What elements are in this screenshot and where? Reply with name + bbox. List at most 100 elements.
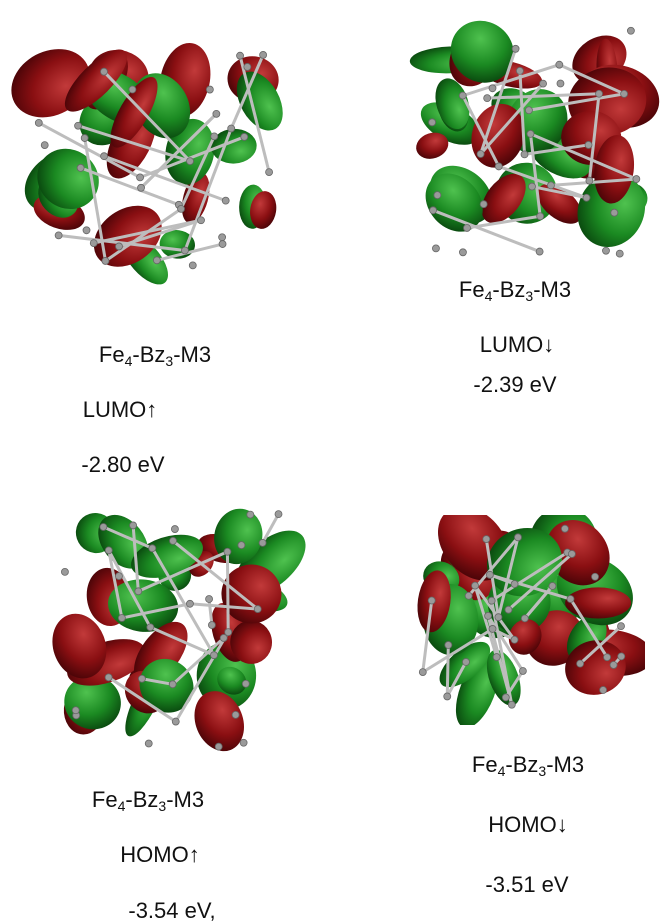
atom bbox=[35, 119, 42, 126]
atom bbox=[616, 250, 623, 257]
atom bbox=[219, 234, 226, 241]
atom bbox=[419, 669, 426, 676]
atom bbox=[241, 133, 248, 140]
atom bbox=[61, 568, 68, 575]
atom bbox=[495, 614, 502, 621]
atom bbox=[512, 45, 519, 52]
atom bbox=[77, 164, 84, 171]
atom bbox=[568, 550, 575, 557]
atom bbox=[238, 542, 245, 549]
energy-label: -3.54 eV, bbox=[128, 898, 215, 923]
atom bbox=[508, 701, 515, 708]
atom bbox=[118, 614, 125, 621]
atom bbox=[275, 511, 282, 518]
atom bbox=[505, 606, 512, 613]
atom bbox=[511, 581, 518, 588]
atom bbox=[75, 122, 82, 129]
orbital-label: HOMO↑ bbox=[120, 842, 199, 868]
atom bbox=[206, 86, 213, 93]
atom bbox=[483, 536, 490, 543]
atom bbox=[100, 523, 107, 530]
atom bbox=[432, 245, 439, 252]
atom bbox=[208, 622, 215, 629]
atom bbox=[600, 687, 607, 694]
atom bbox=[610, 661, 617, 668]
atom bbox=[592, 573, 599, 580]
atom bbox=[83, 227, 90, 234]
atom bbox=[434, 192, 441, 199]
atom bbox=[206, 596, 213, 603]
atom bbox=[178, 205, 185, 212]
atom bbox=[621, 90, 628, 97]
atom bbox=[428, 597, 435, 604]
atom bbox=[627, 27, 634, 34]
atom bbox=[561, 525, 568, 532]
orbital-image bbox=[35, 495, 310, 765]
atom bbox=[129, 86, 136, 93]
atom bbox=[495, 163, 502, 170]
atom bbox=[547, 182, 554, 189]
atom bbox=[585, 141, 592, 148]
atom bbox=[242, 680, 249, 687]
atom bbox=[81, 135, 88, 142]
atom bbox=[171, 526, 178, 533]
atom bbox=[485, 612, 492, 619]
atom bbox=[247, 511, 254, 518]
atom bbox=[210, 652, 217, 659]
orbital-label: LUMO↓ bbox=[480, 332, 555, 358]
molecule-name: Fe4-Bz3-M3 bbox=[92, 787, 204, 813]
orbital-image bbox=[400, 515, 645, 725]
atom bbox=[540, 80, 547, 87]
atom bbox=[549, 583, 556, 590]
atom bbox=[577, 660, 584, 667]
atom bbox=[102, 257, 109, 264]
atom bbox=[240, 739, 247, 746]
atom bbox=[137, 174, 144, 181]
atom bbox=[105, 547, 112, 554]
atom bbox=[222, 197, 229, 204]
atom bbox=[459, 249, 466, 256]
atom bbox=[477, 151, 484, 158]
atom bbox=[618, 623, 625, 630]
atom bbox=[90, 240, 97, 247]
atom bbox=[484, 95, 491, 102]
atom bbox=[220, 634, 227, 641]
atom bbox=[228, 125, 235, 132]
atom bbox=[153, 257, 160, 264]
atom bbox=[488, 597, 495, 604]
atom bbox=[586, 177, 593, 184]
energy-label: -3.51 eV bbox=[485, 872, 568, 898]
atom bbox=[557, 80, 564, 87]
atom bbox=[215, 743, 222, 750]
energy-label: -2.39 eV bbox=[473, 372, 556, 398]
atom bbox=[72, 707, 79, 714]
atom bbox=[480, 201, 487, 208]
atom bbox=[516, 67, 523, 74]
atom bbox=[189, 262, 196, 269]
atom bbox=[618, 653, 625, 660]
atom bbox=[147, 624, 154, 631]
atom bbox=[465, 592, 472, 599]
atom bbox=[254, 606, 261, 613]
atom bbox=[232, 711, 239, 718]
orbital-label: HOMO↓ bbox=[488, 812, 567, 838]
bond bbox=[209, 599, 212, 625]
energy-label: -2.80 eV bbox=[81, 452, 164, 478]
atom bbox=[145, 740, 152, 747]
atom bbox=[181, 247, 188, 254]
atom bbox=[444, 693, 451, 700]
atom bbox=[514, 534, 521, 541]
atom bbox=[633, 176, 640, 183]
orbital-label: LUMO↑ bbox=[83, 397, 158, 423]
orbital-lobe bbox=[565, 587, 631, 618]
atom bbox=[529, 183, 536, 190]
atom bbox=[521, 615, 528, 622]
atom bbox=[115, 573, 122, 580]
atom bbox=[105, 674, 112, 681]
atom bbox=[459, 92, 466, 99]
atom bbox=[138, 675, 145, 682]
atom bbox=[260, 51, 267, 58]
atom bbox=[537, 213, 544, 220]
atom bbox=[502, 694, 509, 701]
atom bbox=[186, 600, 193, 607]
